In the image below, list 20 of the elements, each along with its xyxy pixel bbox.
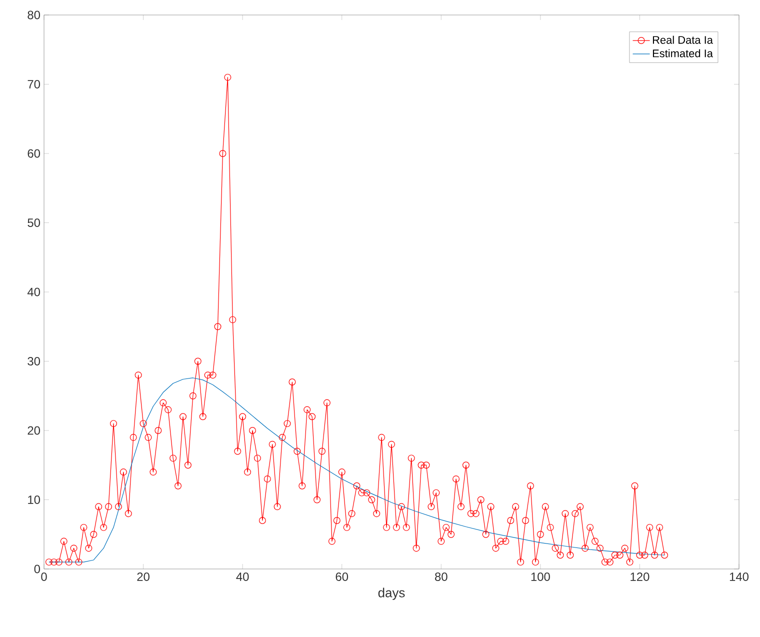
y-tick-label: 20 (28, 426, 40, 435)
y-tick-label: 70 (28, 80, 40, 88)
x-tick-label: 40 (236, 572, 249, 581)
y-tick-label: 60 (28, 149, 40, 158)
x-tick-label: 140 (730, 572, 749, 581)
x-axis-title: days (378, 588, 405, 600)
x-tick-label: 80 (435, 572, 448, 581)
x-tick-label: 100 (531, 572, 550, 581)
x-tick-label: 120 (630, 572, 650, 581)
y-tick-label: 40 (27, 288, 40, 296)
x-tick-label: 20 (137, 572, 150, 581)
legend-label: Estimated Ia (652, 49, 713, 58)
y-tick-label: 10 (28, 496, 40, 504)
y-tick-label: 50 (28, 218, 40, 227)
x-tick-label: 0 (41, 572, 47, 581)
y-tick-label: 80 (28, 10, 40, 20)
y-tick-label: 0 (34, 564, 40, 574)
y-tick-label: 30 (28, 357, 40, 366)
x-tick-label: 60 (336, 572, 348, 581)
legend-label: Real Data Ia (652, 36, 713, 44)
